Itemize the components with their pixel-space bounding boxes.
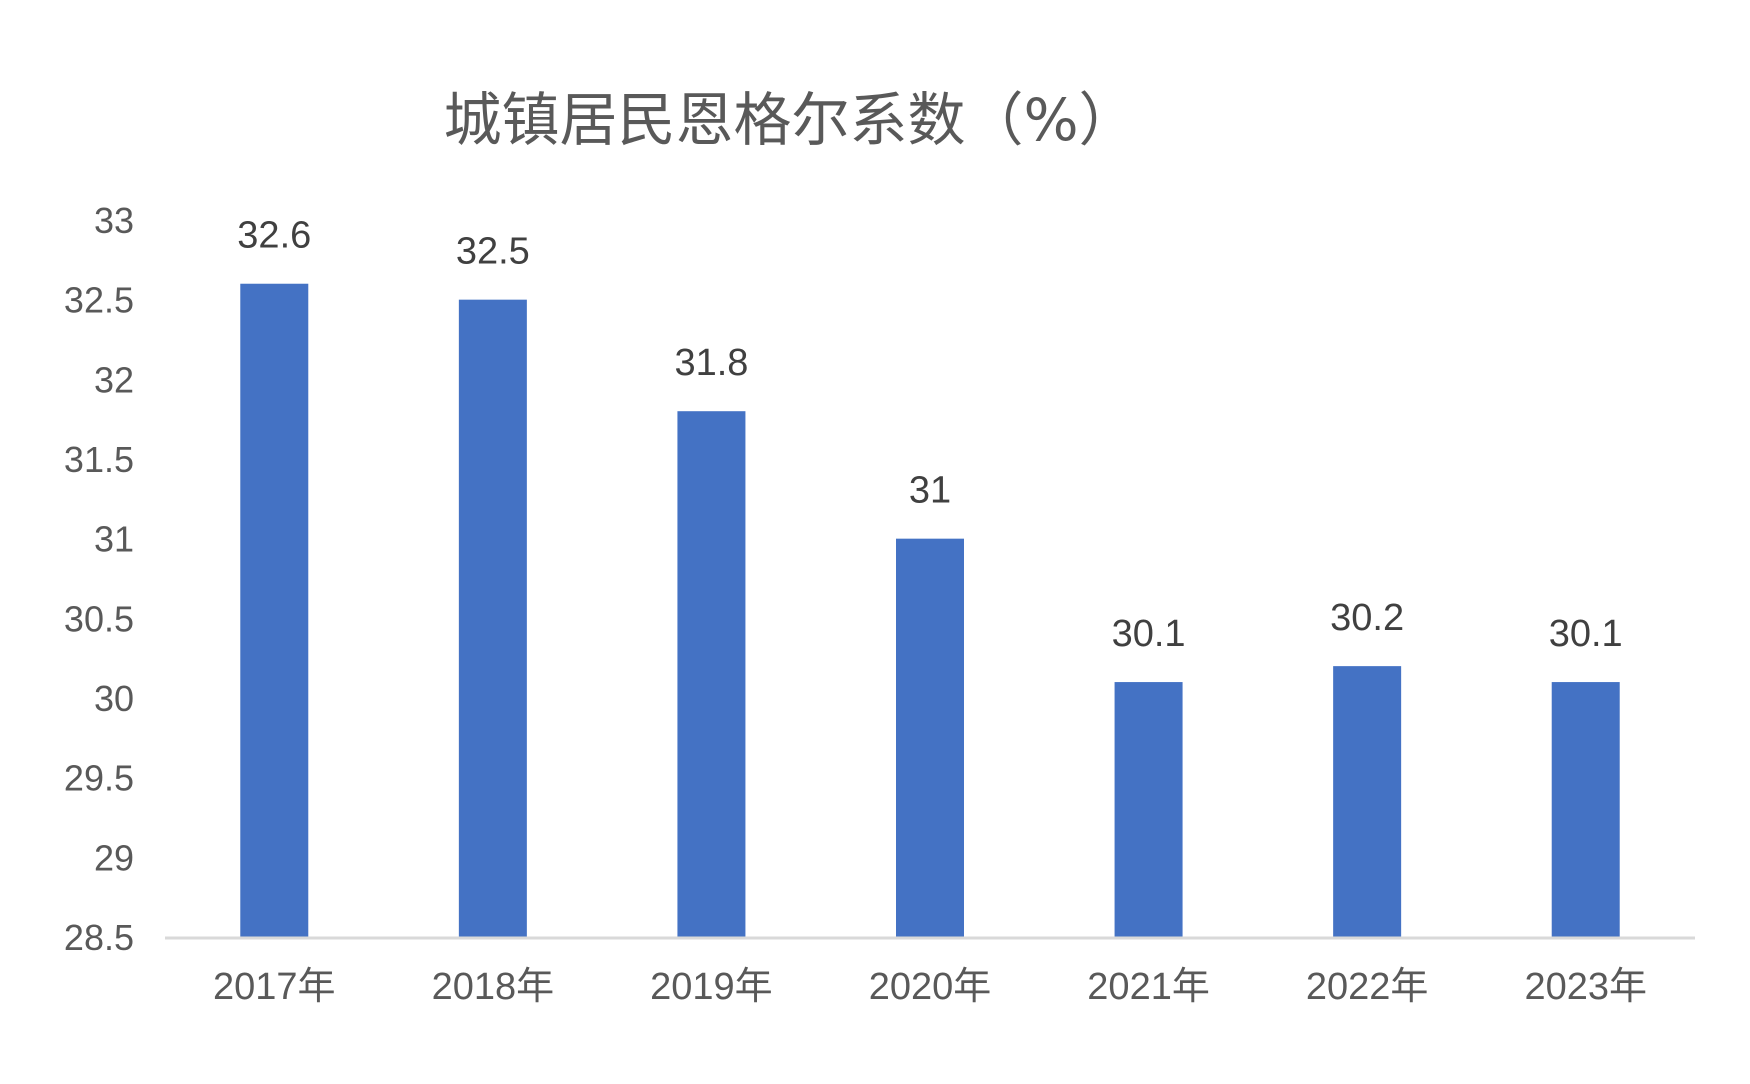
data-label: 32.5 bbox=[456, 231, 530, 273]
x-tick-label: 2018年 bbox=[432, 966, 555, 1008]
bar bbox=[1551, 682, 1620, 937]
bar bbox=[1114, 682, 1183, 937]
bar bbox=[240, 283, 309, 937]
bar bbox=[458, 299, 527, 938]
data-label: 32.6 bbox=[237, 215, 311, 257]
x-tick-label: 2019年 bbox=[650, 966, 773, 1008]
x-tick-label: 2017年 bbox=[213, 966, 336, 1008]
y-axis: 28.5 29 29.5 30 30.5 31 31.5 32 32.5 33 bbox=[64, 200, 134, 958]
y-tick-label: 32.5 bbox=[64, 280, 134, 321]
y-tick-label: 30 bbox=[94, 678, 134, 719]
data-label: 30.2 bbox=[1330, 597, 1404, 639]
y-tick-label: 31.5 bbox=[64, 439, 134, 480]
bar bbox=[1333, 666, 1402, 937]
bar bbox=[896, 538, 964, 937]
x-tick-label: 2020年 bbox=[869, 966, 992, 1008]
bar bbox=[677, 411, 746, 937]
data-label: 30.1 bbox=[1549, 613, 1623, 655]
y-tick-label: 29.5 bbox=[64, 758, 134, 799]
data-label: 31 bbox=[909, 470, 951, 512]
bars-group bbox=[240, 283, 1620, 938]
x-tick-label: 2021年 bbox=[1087, 966, 1210, 1008]
x-axis: 2017年 2018年 2019年 2020年 2021年 2022年 2023年 bbox=[213, 966, 1647, 1008]
data-label: 30.1 bbox=[1112, 613, 1186, 655]
x-tick-label: 2022年 bbox=[1306, 966, 1429, 1008]
y-tick-label: 32 bbox=[94, 359, 134, 400]
data-labels-group: 32.6 32.5 31.8 31 30.1 30.2 30.1 bbox=[237, 215, 1622, 655]
y-tick-label: 33 bbox=[94, 200, 134, 241]
y-tick-label: 30.5 bbox=[64, 598, 134, 639]
y-tick-label: 29 bbox=[94, 837, 134, 878]
y-tick-label: 31 bbox=[94, 519, 134, 560]
x-tick-label: 2023年 bbox=[1524, 966, 1647, 1008]
data-label: 31.8 bbox=[674, 342, 748, 384]
y-tick-label: 28.5 bbox=[64, 917, 134, 958]
chart-title: 城镇居民恩格尔系数（%） bbox=[443, 86, 1136, 154]
